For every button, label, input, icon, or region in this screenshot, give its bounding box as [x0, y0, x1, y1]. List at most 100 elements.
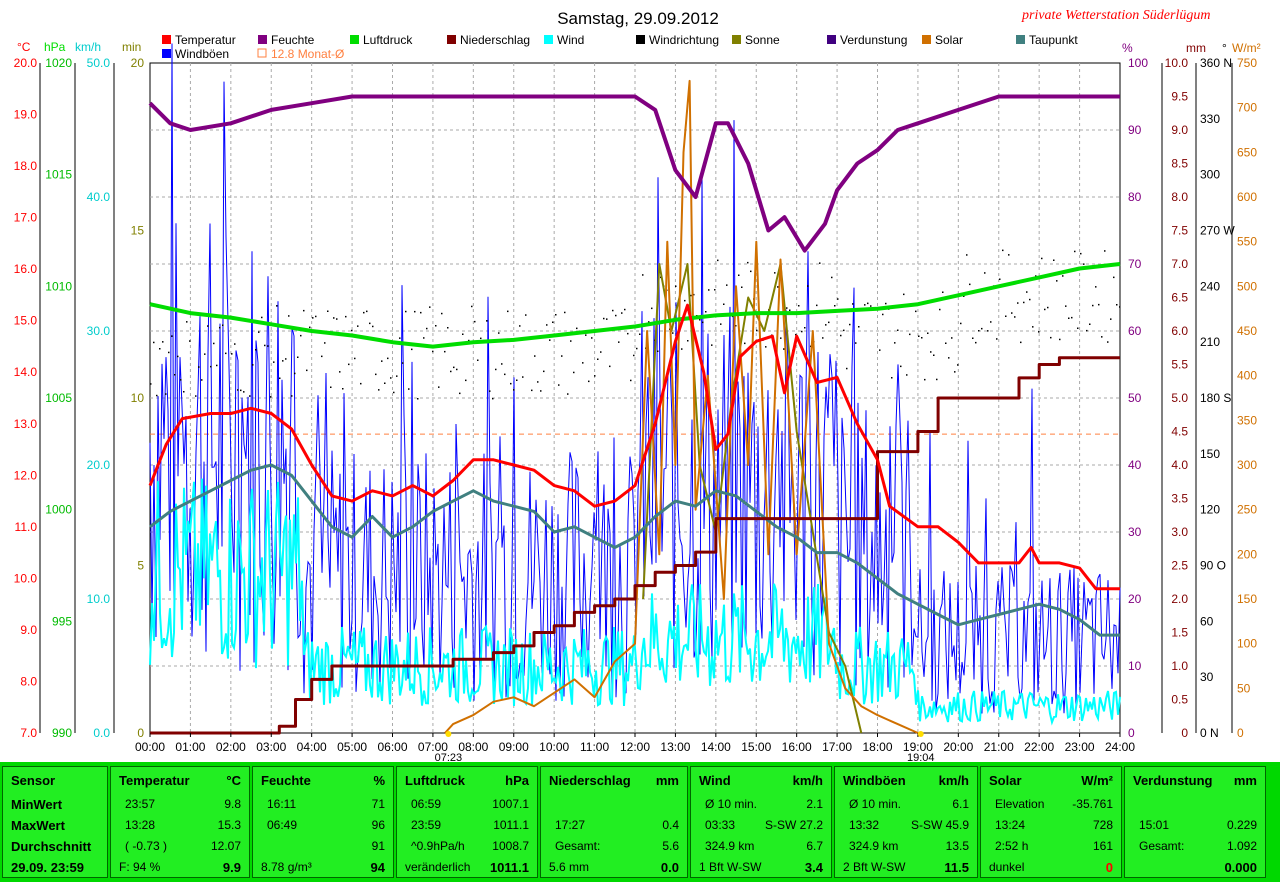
- deg-tick: 270 W: [1200, 224, 1235, 238]
- pct-tick: 0: [1128, 726, 1135, 740]
- mm-tick: 3.5: [1171, 492, 1188, 506]
- hpa-tick: 1005: [45, 391, 72, 405]
- stats-header: Sensor: [11, 773, 56, 788]
- stats-cell-value: 3.4: [804, 860, 823, 875]
- wm2-tick: 600: [1237, 190, 1257, 204]
- series-line-luftdruck: [149, 262, 1121, 349]
- right-axes: % mm ° W/m²100908070605040302010010.09.59.0…: [1122, 41, 1261, 740]
- stats-cell-label: 23:57: [125, 797, 156, 811]
- wm2-tick: 150: [1237, 592, 1257, 606]
- stats-unit: km/h: [792, 773, 823, 788]
- pct-tick: 20: [1128, 592, 1142, 606]
- stats-cell-label: Elevation: [995, 797, 1045, 811]
- wm2-tick: 250: [1237, 503, 1257, 517]
- stats-cell-label: ^0.9hPa/h: [411, 839, 465, 853]
- kmh-tick: 10.0: [87, 592, 111, 606]
- stats-cell-label: ( -0.73 ): [125, 839, 168, 853]
- stats-cell-label: Gesamt:: [1139, 839, 1185, 853]
- wm2-tick: 500: [1237, 279, 1257, 293]
- min-tick: 0: [137, 726, 144, 740]
- wm2-tick: 400: [1237, 369, 1257, 383]
- mm-tick: 0.5: [1171, 693, 1188, 707]
- x-tick: 24:00: [1105, 740, 1135, 754]
- x-tick: 06:00: [377, 740, 407, 754]
- temp-tick: 7.0: [20, 726, 37, 740]
- stats-cell-value: S-SW 27.2: [764, 818, 823, 832]
- stats-col-temperatur: Temperatur °C 23:57 9.8 13:28 15.3 ( -0.73 ) 12…: [110, 766, 250, 878]
- wm2-tick: 450: [1237, 324, 1257, 338]
- stats-cell-label: Ø 10 min.: [705, 797, 758, 811]
- deg-tick: 90 O: [1200, 559, 1226, 573]
- wm2-tick: 550: [1237, 235, 1257, 249]
- temp-tick: 15.0: [14, 314, 38, 328]
- deg-tick: 60: [1200, 614, 1214, 628]
- deg-tick: 330: [1200, 112, 1220, 126]
- stats-cell-label: 1 Bft W-SW: [699, 860, 762, 874]
- legend-label: Feuchte: [271, 33, 315, 47]
- mm-tick: 2.5: [1171, 559, 1188, 573]
- stats-cell-value: 1.092: [1226, 839, 1257, 853]
- legend-label: 12.8 Monat-Ø: [271, 47, 344, 61]
- stats-cell-value: 0.229: [1226, 818, 1257, 832]
- x-tick: 19:00: [903, 740, 933, 754]
- pct-tick: 90: [1128, 123, 1142, 137]
- legend-swatch: [1016, 35, 1025, 44]
- left-axes: °C hPa km/h min 20.0 19.0 18.0 17.0 16.0 15.0 14.0…: [14, 40, 145, 740]
- series-line-niederschlag: [150, 356, 1120, 735]
- min-tick: 15: [131, 224, 145, 238]
- series-line-feuchte: [148, 94, 1120, 253]
- pct-tick: 40: [1128, 458, 1142, 472]
- plot-area: [148, 43, 1121, 735]
- stats-cell-value: S-SW 45.9: [910, 818, 969, 832]
- legend-swatch: [732, 35, 741, 44]
- stats-cell-value: 1011.1: [489, 860, 529, 875]
- stats-header: Windböen: [843, 773, 906, 788]
- deg-tick: 180 S: [1200, 391, 1231, 405]
- deg-tick: 150: [1200, 447, 1220, 461]
- legend-label: Temperatur: [175, 33, 236, 47]
- x-axis: 00:00 01:00 02:00 03:00 04:00 05:00 06:00 07:00…: [135, 731, 1135, 762]
- stats-unit: %: [373, 773, 385, 788]
- series-line-sonne: [642, 263, 863, 734]
- stats-cell-label: 2 Bft W-SW: [843, 860, 906, 874]
- stats-header: Niederschlag: [549, 773, 631, 788]
- chart-title: Samstag, 29.09.2012: [557, 9, 719, 28]
- stats-cell-value: -35.761: [1072, 797, 1113, 811]
- kmh-tick: 30.0: [87, 324, 111, 338]
- min-tick: 5: [137, 559, 144, 573]
- temp-tick: 9.0: [20, 623, 37, 637]
- deg-tick: 120: [1200, 503, 1220, 517]
- series-lines: [148, 79, 1121, 735]
- stats-cell-value: 0.000: [1224, 860, 1257, 875]
- deg-tick: 240: [1200, 279, 1220, 293]
- kmh-tick: 40.0: [87, 190, 111, 204]
- wm2-tick: 100: [1237, 637, 1257, 651]
- deg-tick: 210: [1200, 335, 1220, 349]
- stats-unit: °C: [226, 773, 241, 788]
- pct-tick: 100: [1128, 56, 1148, 70]
- x-tick: 17:00: [822, 740, 852, 754]
- legend-label: Taupunkt: [1029, 33, 1078, 47]
- wm2-tick: 50: [1237, 681, 1251, 695]
- pct-tick: 60: [1128, 324, 1142, 338]
- mm-tick: 5.5: [1171, 358, 1188, 372]
- stats-header: Temperatur: [119, 773, 190, 788]
- stats-cell-value: 6.1: [952, 797, 969, 811]
- series-line-taupunkt: [149, 463, 1120, 637]
- hpa-tick: 1010: [45, 279, 72, 293]
- temp-tick: 19.0: [14, 108, 38, 122]
- stats-header: Wind: [699, 773, 731, 788]
- x-tick: 12:00: [620, 740, 650, 754]
- stats-cell-value: 1008.7: [492, 839, 529, 853]
- legend-label: Sonne: [745, 33, 780, 47]
- stats-cell-label: F: 94 %: [119, 860, 161, 874]
- stats-cell-value: 15.3: [217, 818, 241, 832]
- legend-swatch: [162, 49, 171, 58]
- temp-tick: 14.0: [14, 365, 38, 379]
- stats-cell-label: 324.9 km: [849, 839, 899, 853]
- stats-cell-label: 13:28: [125, 818, 156, 832]
- wm2-tick: 200: [1237, 547, 1257, 561]
- x-tick: 20:00: [943, 740, 973, 754]
- x-tick: 01:00: [175, 740, 205, 754]
- legend-label: Verdunstung: [840, 33, 907, 47]
